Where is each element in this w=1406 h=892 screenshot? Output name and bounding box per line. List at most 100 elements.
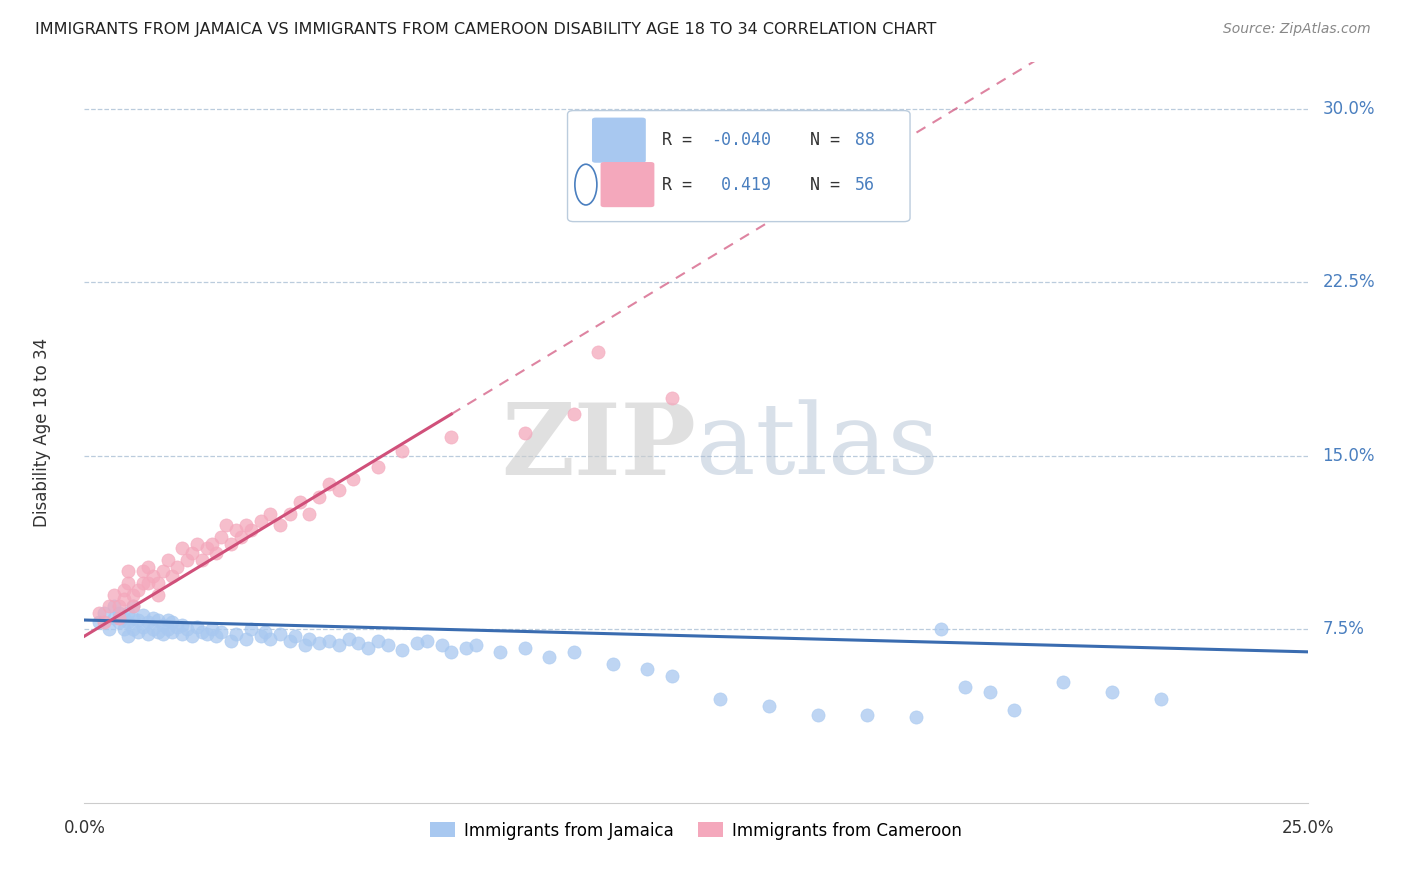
Point: [107, 599, 129, 614]
Point: [127, 582, 149, 597]
Point: [513, 640, 536, 655]
Text: Disability Age 18 to 34: Disability Age 18 to 34: [32, 338, 51, 527]
Point: [107, 606, 129, 620]
Point: [181, 546, 204, 560]
Point: [440, 645, 463, 659]
Point: [215, 518, 238, 533]
Point: [156, 622, 179, 636]
Point: [249, 629, 271, 643]
Text: 0.419: 0.419: [710, 176, 770, 194]
Point: [127, 613, 149, 627]
Point: [186, 536, 208, 550]
Point: [97, 622, 120, 636]
Text: 22.5%: 22.5%: [1322, 273, 1375, 291]
Point: [172, 627, 194, 641]
Point: [205, 546, 228, 560]
Text: atlas: atlas: [696, 400, 939, 495]
Point: [156, 553, 179, 567]
Point: [146, 624, 169, 639]
Point: [347, 636, 370, 650]
Point: [191, 553, 214, 567]
Point: [1101, 685, 1123, 699]
Point: [122, 599, 145, 614]
Point: [308, 491, 330, 505]
Point: [219, 536, 242, 550]
Point: [406, 636, 429, 650]
Point: [136, 627, 159, 641]
Point: [166, 559, 188, 574]
Point: [513, 425, 536, 440]
Point: [661, 668, 683, 682]
Text: 30.0%: 30.0%: [1322, 100, 1375, 118]
Point: [172, 541, 194, 556]
Point: [117, 606, 139, 620]
Text: ZIP: ZIP: [501, 399, 696, 496]
Point: [562, 645, 585, 659]
Point: [636, 662, 658, 676]
Point: [122, 622, 145, 636]
Text: R =: R =: [662, 131, 702, 149]
Text: 15.0%: 15.0%: [1322, 447, 1375, 465]
FancyBboxPatch shape: [568, 111, 910, 221]
Point: [905, 710, 928, 724]
Text: N =: N =: [790, 131, 851, 149]
Point: [342, 472, 364, 486]
Point: [440, 430, 463, 444]
Point: [117, 629, 139, 643]
Point: [953, 680, 976, 694]
Point: [416, 633, 439, 648]
Point: [259, 632, 281, 646]
Point: [181, 629, 204, 643]
Point: [229, 530, 252, 544]
Point: [132, 620, 155, 634]
Point: [132, 608, 155, 623]
Point: [288, 495, 311, 509]
Point: [112, 582, 135, 597]
Point: [562, 407, 585, 421]
Point: [538, 650, 561, 665]
Point: [122, 599, 145, 614]
Point: [1002, 703, 1025, 717]
Point: [103, 610, 125, 624]
Point: [122, 588, 145, 602]
Point: [152, 565, 174, 579]
Point: [117, 576, 139, 591]
Point: [162, 615, 184, 630]
Point: [103, 599, 125, 614]
Point: [357, 640, 380, 655]
Point: [93, 615, 115, 630]
Point: [430, 639, 453, 653]
Text: 56: 56: [855, 176, 875, 194]
Point: [269, 627, 291, 641]
Point: [235, 518, 257, 533]
Point: [142, 622, 165, 636]
Point: [709, 691, 731, 706]
Point: [107, 615, 129, 630]
Point: [367, 633, 389, 648]
Point: [162, 569, 184, 583]
Point: [127, 624, 149, 639]
Point: [377, 639, 399, 653]
Point: [136, 559, 159, 574]
Point: [162, 624, 184, 639]
Point: [225, 627, 247, 641]
Point: [209, 530, 232, 544]
FancyBboxPatch shape: [592, 118, 645, 162]
Point: [122, 610, 145, 624]
Point: [328, 639, 350, 653]
Point: [152, 627, 174, 641]
Point: [107, 610, 129, 624]
Point: [209, 624, 232, 639]
Point: [205, 629, 228, 643]
Point: [979, 685, 1001, 699]
Point: [318, 633, 340, 648]
Point: [298, 632, 321, 646]
Point: [112, 610, 135, 624]
Point: [328, 483, 350, 498]
Text: 88: 88: [855, 131, 875, 149]
Point: [298, 507, 321, 521]
Text: R =: R =: [662, 176, 702, 194]
Point: [586, 344, 609, 359]
Point: [112, 592, 135, 607]
Point: [146, 576, 169, 591]
